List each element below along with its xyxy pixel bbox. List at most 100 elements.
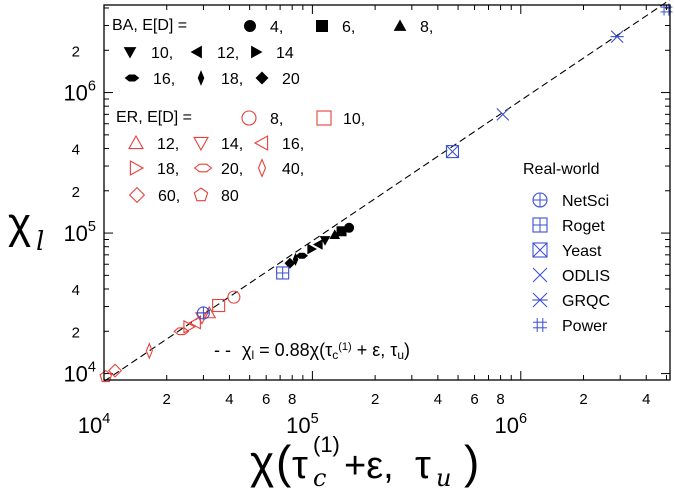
- x-minor-tick-label: 4: [434, 391, 442, 408]
- legend-ba-marker-thin-diamond: [197, 70, 205, 86]
- legend-er-marker-triangle-left: [253, 135, 269, 151]
- fit-dash-text: - -: [214, 340, 231, 360]
- x-axis-label: χ ( τ c (1) +ε, τ u ): [250, 432, 479, 492]
- legend-ba-marker-triangle-down: [123, 47, 137, 59]
- legend-er-label: 20,: [221, 161, 243, 178]
- x-axis-label-tau-u: τ: [415, 443, 431, 487]
- ba-point-triangle-right: [307, 243, 318, 255]
- legend-real-title: Real-world: [523, 161, 599, 178]
- legend-real-label: Roget: [562, 218, 605, 235]
- legend-real-marker-asterisk: [532, 292, 548, 308]
- er-point-circle: [227, 290, 241, 304]
- legend-ba-marker-triangle-left: [190, 45, 202, 59]
- legend-er-label: 60,: [158, 188, 180, 205]
- x-axis-label-paren-open: (: [276, 436, 292, 488]
- x-minor-tick-label: 4: [642, 391, 650, 408]
- legend-real-marker-circle-plus: [532, 192, 548, 208]
- y-major-tick-label: 105: [63, 219, 96, 246]
- legend-er-label: 18,: [157, 161, 179, 178]
- legend-real-label: ODLIS: [562, 268, 610, 285]
- legend-ba-marker-triangle-right: [251, 45, 263, 59]
- legend-er-marker-circle: [241, 110, 257, 126]
- legend-er-marker-hexagon: [193, 163, 213, 173]
- y-minor-tick-label: 4: [72, 141, 80, 158]
- y-major-tick-label: 104: [63, 360, 96, 387]
- legend-er-marker-square: [316, 110, 332, 126]
- y-axis-label: χ l: [8, 199, 44, 257]
- er-point-thin-diamond: [145, 342, 153, 360]
- legend-real-label: NetSci: [562, 193, 609, 210]
- legend-ba-marker-hexagon: [124, 74, 140, 82]
- y-minor-tick-label: 4: [72, 282, 80, 299]
- legend-ba-label: 20: [282, 71, 300, 88]
- legend-ba-title: BA, E[D] =: [112, 17, 187, 34]
- ba-point-triangle-up: [329, 229, 341, 240]
- ba-point-triangle-down: [319, 236, 331, 246]
- legend: BA, E[D] = 4, 6, 8, 10, 12, 14 16, 18, 20 ER, E[D]…: [112, 17, 610, 335]
- data-points: [99, 3, 673, 383]
- x-axis-label-c-sub: c: [313, 464, 326, 492]
- legend-ba-marker-triangle-up: [393, 19, 407, 31]
- y-major-tick-label: 106: [63, 79, 96, 106]
- x-axis-label-tau-c: τ: [292, 443, 308, 487]
- er-point-diamond: [107, 363, 123, 378]
- legend-er-label: 10,: [343, 111, 365, 128]
- legend-ba-marker-diamond: [255, 71, 269, 85]
- x-minor-tick-label: 2: [371, 391, 379, 408]
- legend-real-label: Yeast: [562, 243, 602, 260]
- tick-labels: 104 105 106 2 4 6 8 2 4 6 8 2 4 104 105 106 2 4 2 4 2: [63, 43, 650, 438]
- realworld-point-odlis: [496, 107, 510, 121]
- x-axis-label-paren-close: ): [464, 436, 479, 488]
- legend-er-label: 40,: [282, 161, 304, 178]
- x-minor-tick-label: 8: [288, 391, 296, 408]
- realworld-point-netsci: [196, 306, 210, 320]
- ba-point-square: [336, 226, 347, 237]
- y-axis-label-sub: l: [36, 227, 44, 257]
- legend-er-marker-triangle-down: [193, 136, 209, 152]
- legend-er-label: 14,: [221, 136, 243, 153]
- legend-real-marker-hash: [533, 318, 547, 332]
- x-minor-tick-label: 2: [579, 391, 587, 408]
- er-point-pentagon: [99, 370, 113, 383]
- legend-ba-label: 8,: [420, 19, 433, 36]
- er-point-triangle-right: [183, 319, 196, 334]
- x-minor-tick-label: 6: [262, 391, 270, 408]
- x-minor-tick-label: 4: [225, 391, 233, 408]
- legend-er-marker-pentagon: [193, 187, 209, 202]
- er-point-square: [212, 298, 226, 313]
- legend-er-label: 80: [221, 188, 239, 205]
- legend-real-marker-x: [532, 267, 548, 283]
- ba-point-triangle-left: [312, 239, 323, 250]
- x-minor-tick-label: 6: [470, 391, 478, 408]
- fit-annotation: - - χl = 0.88χ(τc(1) + ε, τu): [214, 340, 410, 362]
- y-minor-tick-label: 2: [72, 184, 80, 201]
- legend-er-marker-diamond: [128, 186, 146, 204]
- plot-frame: [103, 4, 671, 381]
- x-major-tick-label: 104: [78, 411, 111, 438]
- axis-ticks: [103, 5, 670, 380]
- fit-equation: χl = 0.88χ(τc(1) + ε, τu): [242, 340, 410, 362]
- legend-er-marker-triangle-up: [128, 134, 144, 150]
- er-point-hexagon: [173, 327, 190, 336]
- legend-real-marker-square-plus: [532, 217, 548, 233]
- legend-real-label: Power: [562, 318, 608, 335]
- legend-ba-label: 14: [276, 45, 294, 62]
- legend-ba-label: 6,: [342, 19, 355, 36]
- x-minor-tick-label: 8: [496, 391, 504, 408]
- x-major-tick-label: 105: [286, 411, 319, 438]
- legend-real-label: GRQC: [562, 293, 610, 310]
- x-major-tick-label: 106: [495, 411, 528, 438]
- legend-ba-label: 16,: [153, 71, 175, 88]
- x-axis-label-u-sub: u: [436, 464, 451, 492]
- x-axis-label-plus-eps: +ε,: [344, 445, 394, 487]
- legend-er-marker-triangle-right: [129, 160, 145, 176]
- legend-er-title: ER, E[D] =: [116, 109, 192, 126]
- legend-ba-label: 18,: [221, 71, 243, 88]
- legend-er-label: 16,: [282, 136, 304, 153]
- er-point-triangle-left: [188, 315, 201, 330]
- legend-er-label: 12,: [157, 136, 179, 153]
- ba-point-diamond: [284, 257, 296, 269]
- realworld-point-yeast: [445, 145, 460, 159]
- legend-er-label: 8,: [270, 111, 283, 128]
